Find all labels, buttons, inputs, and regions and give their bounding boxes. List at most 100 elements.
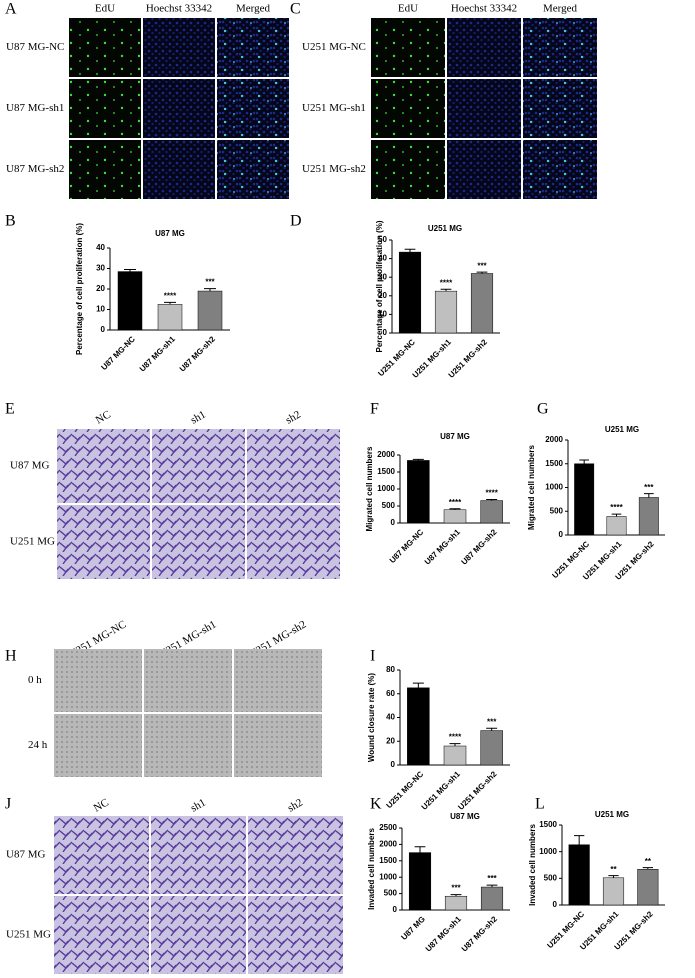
y-tick-label: 500 xyxy=(384,889,398,898)
chart-title: U87 MG xyxy=(440,432,470,441)
y-tick-label: 1500 xyxy=(545,459,563,468)
y-axis-label: Wound closure rate (%) xyxy=(367,673,376,763)
row-label: U251 MG xyxy=(6,929,51,941)
bar xyxy=(480,500,503,524)
column-header: Hoechst 33342 xyxy=(451,3,517,15)
error-bar xyxy=(476,271,488,274)
error-bar xyxy=(611,513,622,517)
error-bar xyxy=(450,894,462,897)
x-tick-label: U87 MG-sh1 xyxy=(138,334,177,373)
row-label: U87 MG xyxy=(10,460,49,472)
bar xyxy=(398,251,422,334)
micrograph xyxy=(217,79,289,138)
significance-label: **** xyxy=(164,291,177,300)
x-tick-label: U251 MG-sh2 xyxy=(456,769,499,812)
column-header: sh2 xyxy=(284,409,303,427)
error-bar xyxy=(486,884,498,888)
panel-letter: K xyxy=(370,796,382,813)
significance-label: **** xyxy=(485,489,498,498)
micrograph xyxy=(69,140,141,199)
y-tick-label: 1000 xyxy=(539,847,557,856)
micrograph xyxy=(57,429,150,503)
y-tick-label: 2000 xyxy=(545,435,563,444)
bar xyxy=(568,844,590,906)
error-bar xyxy=(486,727,498,731)
micrograph xyxy=(371,18,445,77)
panel-letter: J xyxy=(5,796,11,813)
significance-label: *** xyxy=(477,261,487,270)
bar xyxy=(408,852,432,911)
x-tick-label: U87 MG-sh2 xyxy=(460,527,499,566)
y-axis-label: Invaded cell numbers xyxy=(528,824,537,906)
error-bar xyxy=(164,301,176,305)
error-bar xyxy=(449,743,461,746)
bar xyxy=(443,509,467,524)
micrograph xyxy=(248,896,343,974)
chart-title: U251 MG xyxy=(428,224,462,233)
row-label: U87 MG-NC xyxy=(6,41,64,53)
micrograph xyxy=(247,505,340,579)
micrograph xyxy=(217,140,289,199)
micrograph xyxy=(57,505,150,579)
micrograph xyxy=(144,714,232,777)
y-tick-label: 40 xyxy=(378,254,387,263)
panel-letter: D xyxy=(290,213,302,230)
row-label: U251 MG-sh2 xyxy=(302,163,366,175)
y-tick-label: 2500 xyxy=(379,823,397,832)
bar xyxy=(197,290,223,331)
y-tick-label: 1000 xyxy=(545,483,563,492)
row-label: U87 MG-sh2 xyxy=(6,163,64,175)
micrograph xyxy=(447,18,521,77)
micrograph xyxy=(234,649,322,712)
y-tick-label: 80 xyxy=(386,665,395,674)
error-bar xyxy=(404,248,416,253)
bar xyxy=(407,687,430,766)
y-tick-label: 500 xyxy=(382,501,396,510)
micrograph xyxy=(248,816,343,894)
panel-letter: E xyxy=(5,401,15,418)
x-tick-label: U87 MG-NC xyxy=(388,527,426,565)
x-tick-label: U87 MG-sh1 xyxy=(423,527,462,566)
x-tick-label: U251 MG-sh2 xyxy=(447,337,490,380)
y-tick-label: 1500 xyxy=(377,467,395,476)
significance-label: *** xyxy=(487,874,497,883)
micrograph xyxy=(151,896,246,974)
micrograph xyxy=(54,714,142,777)
bar xyxy=(407,460,430,524)
error-bar xyxy=(608,875,619,878)
y-tick-label: 0 xyxy=(553,900,558,909)
x-tick-label: U251 MG-NC xyxy=(385,769,426,810)
chart-title: U251 MG xyxy=(605,425,639,434)
x-tick-label: U87 MG-sh2 xyxy=(178,334,217,373)
micrograph xyxy=(247,429,340,503)
y-tick-label: 1000 xyxy=(377,484,395,493)
micrograph xyxy=(143,140,215,199)
bar xyxy=(470,273,494,334)
panel-letter: G xyxy=(537,401,549,418)
y-tick-label: 0 xyxy=(383,328,388,337)
column-header: EdU xyxy=(398,3,418,15)
micrograph xyxy=(54,896,149,974)
chart-title: U87 MG xyxy=(155,229,185,238)
y-tick-label: 0 xyxy=(559,530,564,539)
micrograph xyxy=(54,816,149,894)
significance-label: *** xyxy=(644,483,654,492)
bar xyxy=(574,463,595,536)
error-bar xyxy=(486,499,498,501)
micrograph xyxy=(217,18,289,77)
y-tick-label: 2000 xyxy=(379,840,397,849)
row-label: 24 h xyxy=(28,739,48,751)
significance-label: **** xyxy=(610,503,623,512)
column-header: Merged xyxy=(543,3,578,15)
significance-label: **** xyxy=(449,733,462,742)
error-bar xyxy=(643,493,654,498)
y-tick-label: 10 xyxy=(378,310,387,319)
column-header: sh1 xyxy=(189,409,208,427)
micrograph xyxy=(523,18,597,77)
panel-letter: L xyxy=(535,796,545,813)
y-tick-label: 30 xyxy=(378,272,387,281)
bar xyxy=(638,497,659,536)
significance-label: ** xyxy=(645,857,652,866)
micrograph xyxy=(523,140,597,199)
error-bar xyxy=(412,458,424,461)
